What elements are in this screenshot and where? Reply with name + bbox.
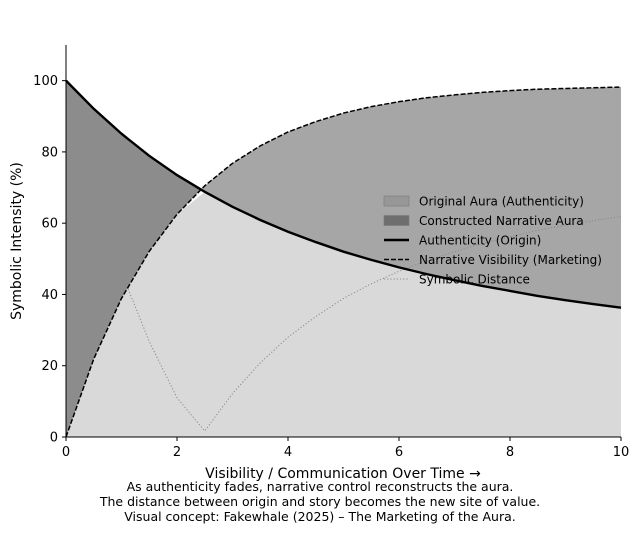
base-area-fill (66, 191, 621, 437)
x-tick-label: 6 (395, 445, 403, 460)
caption-line-1: As authenticity fades, narrative control… (127, 479, 514, 494)
legend-label: Symbolic Distance (419, 273, 530, 287)
y-ticks: 0 20 40 60 80 100 (33, 74, 66, 446)
legend-swatch (383, 195, 410, 207)
y-tick-label: 60 (41, 217, 58, 232)
legend-label: Authenticity (Origin) (419, 234, 541, 248)
legend-swatch (383, 215, 410, 226)
legend-label: Original Aura (Authenticity) (419, 195, 584, 209)
y-tick-label: 0 (50, 431, 58, 446)
caption-line-3: Visual concept: Fakewhale (2025) – The M… (124, 509, 515, 524)
y-tick-label: 100 (33, 74, 58, 89)
legend-label: Narrative Visibility (Marketing) (419, 253, 602, 267)
axes: 0 2 4 6 8 10 0 20 40 60 80 100 (33, 45, 629, 460)
series-line-symbolic-distance (65, 80, 622, 432)
y-tick-label: 20 (41, 359, 58, 374)
legend: Original Aura (Authenticity) Constructed … (383, 195, 602, 287)
x-tick-label: 8 (506, 445, 514, 460)
x-axis-label: Visibility / Communication Over Time → (205, 466, 481, 482)
series-lines (65, 79, 622, 438)
x-tick-label: 2 (173, 445, 181, 460)
series-line-authenticity (65, 79, 622, 309)
plot-area (65, 45, 622, 438)
x-tick-label: 4 (284, 445, 292, 460)
x-ticks: 0 2 4 6 8 10 (62, 437, 629, 460)
x-tick-label: 10 (613, 445, 630, 460)
x-tick-label: 0 (62, 445, 70, 460)
constructed-narrative-fill (201, 87, 621, 308)
caption-line-2: The distance between origin and story be… (99, 494, 540, 509)
legend-label: Constructed Narrative Aura (419, 214, 584, 228)
y-axis-label: Symbolic Intensity (%) (9, 162, 25, 320)
y-tick-label: 40 (41, 288, 58, 303)
y-tick-label: 80 (41, 145, 58, 160)
series-line-narrative-visibility (65, 86, 622, 438)
